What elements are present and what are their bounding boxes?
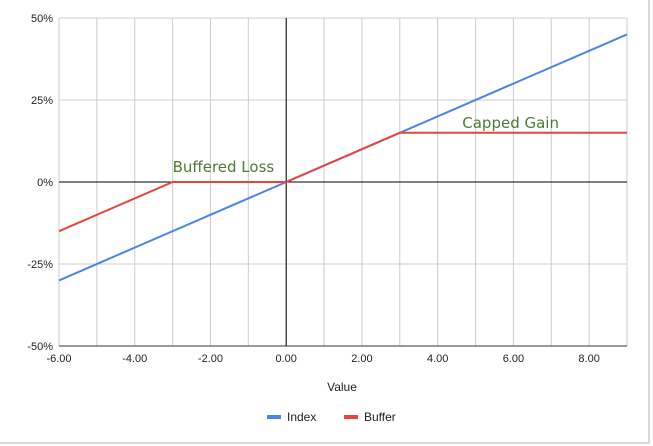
annotation-label: Capped Gain bbox=[462, 114, 559, 132]
y-tick-label: 25% bbox=[31, 95, 53, 107]
legend-label-index: Index bbox=[287, 410, 316, 424]
x-tick-label: -4.00 bbox=[122, 353, 147, 365]
tick-labels: -6.00 -4.00 -2.00 0.00 2.00 4.00 6.00 8.00 50% 25… bbox=[27, 13, 600, 365]
series-line-buffer bbox=[58, 131, 627, 233]
axes bbox=[59, 18, 627, 347]
annotations: Buffered Loss Capped Gain bbox=[173, 114, 559, 176]
legend: Index Buffer bbox=[267, 410, 396, 424]
y-tick-label: -25% bbox=[27, 259, 53, 271]
x-axis-title: Value bbox=[327, 380, 357, 394]
x-tick-label: -6.00 bbox=[46, 353, 71, 365]
y-tick-label: 0% bbox=[37, 177, 53, 189]
x-tick-label: 4.00 bbox=[427, 353, 448, 365]
x-tick-label: 6.00 bbox=[503, 353, 524, 365]
x-tick-label: -2.00 bbox=[198, 353, 223, 365]
y-tick-label: -50% bbox=[27, 341, 53, 353]
series-lines bbox=[58, 33, 628, 282]
x-tick-label: 2.00 bbox=[351, 353, 372, 365]
x-tick-label: 8.00 bbox=[578, 353, 599, 365]
y-tick-label: 50% bbox=[31, 13, 53, 25]
x-tick-label: 0.00 bbox=[275, 353, 296, 365]
legend-label-buffer: Buffer bbox=[364, 410, 396, 424]
annotation-label: Buffered Loss bbox=[173, 158, 275, 176]
